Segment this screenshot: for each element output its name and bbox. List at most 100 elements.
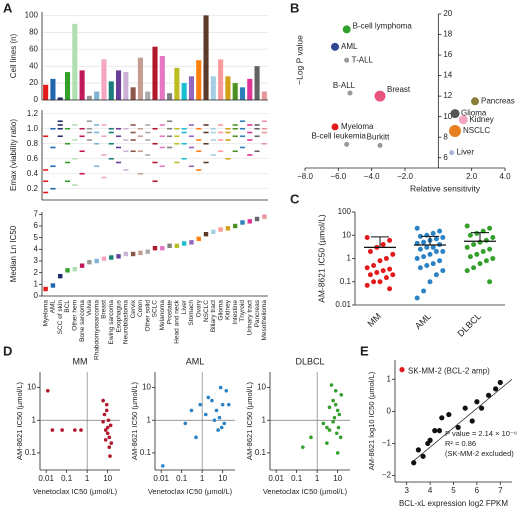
dot — [203, 231, 209, 237]
x-tick-label: Myeloma — [42, 300, 49, 327]
bar — [101, 59, 107, 100]
point — [377, 142, 383, 148]
bar — [137, 57, 143, 100]
x-tick-label: −6.0 — [330, 172, 346, 181]
x-tick-label: Colon — [137, 300, 144, 317]
point — [344, 57, 350, 63]
y-axis-label: −Log P value — [294, 35, 304, 85]
point — [432, 428, 438, 434]
point — [331, 398, 335, 403]
point — [420, 453, 426, 459]
point — [427, 437, 433, 443]
point — [387, 286, 393, 292]
dot — [211, 229, 216, 235]
bar — [174, 67, 180, 100]
bar — [181, 83, 187, 100]
point — [424, 244, 430, 250]
point — [436, 428, 443, 434]
point — [471, 242, 477, 248]
point — [487, 225, 493, 231]
point — [450, 109, 460, 119]
y-tick-label: 7 — [34, 209, 39, 218]
point — [387, 237, 393, 243]
y-tick-label: −1 — [382, 439, 392, 448]
dot — [240, 220, 245, 225]
y-tick-label: 1 — [34, 279, 39, 288]
point — [430, 261, 436, 267]
point — [106, 418, 111, 423]
point — [198, 402, 202, 407]
point — [103, 438, 108, 442]
point — [421, 288, 427, 294]
point — [218, 385, 223, 390]
point — [427, 279, 433, 285]
point — [377, 258, 383, 264]
y-tick-label: 14 — [443, 71, 452, 80]
dot — [109, 255, 114, 260]
dot — [94, 258, 99, 264]
point — [214, 408, 219, 413]
annotation: P value = 2.14 × 10⁻⁶ — [445, 429, 517, 438]
point — [437, 228, 443, 234]
y-tick-label: 10 — [257, 383, 266, 392]
point — [335, 451, 340, 455]
dot — [218, 227, 223, 232]
x-tick-label: −2.0 — [397, 172, 413, 181]
y-tick-label: 0.1 — [140, 448, 152, 457]
point — [417, 265, 423, 271]
point — [440, 235, 446, 241]
point — [464, 268, 470, 274]
bar — [152, 46, 158, 100]
x-tick-label: 1 — [200, 474, 205, 483]
point — [101, 398, 105, 403]
x-tick-label: AML — [50, 300, 57, 314]
x-axis-label: BCL-xL expression log2 FPKM — [399, 499, 508, 508]
panel-letter: B — [290, 0, 299, 15]
point — [103, 428, 108, 432]
point — [462, 405, 468, 411]
point — [414, 295, 420, 301]
point — [325, 425, 329, 430]
panel-title: AML — [186, 356, 205, 366]
point — [390, 251, 396, 257]
dot — [167, 243, 172, 249]
y-axis-label: AM-8621 IC50 (µmol/L) — [15, 381, 24, 460]
annotation: (SK-MM-2 excluded) — [445, 449, 514, 458]
point — [342, 25, 351, 34]
dot — [145, 249, 150, 254]
dot — [247, 219, 252, 224]
x-tick-label: Other hem — [72, 300, 79, 331]
bar — [210, 76, 216, 100]
y-tick-label: 0 — [34, 291, 39, 300]
point — [227, 402, 231, 407]
point — [440, 268, 446, 274]
point-label: B-cell lymphoma — [353, 22, 413, 31]
point — [104, 408, 109, 413]
x-tick-label: MM — [365, 311, 383, 329]
point-label: T-ALL — [352, 55, 374, 64]
point — [334, 431, 339, 436]
bar — [159, 56, 165, 100]
x-tick-label: Ovary — [195, 299, 202, 317]
x-tick-label: Cervix — [130, 299, 137, 318]
x-tick-label: 0.1 — [176, 474, 188, 483]
point-label: B-cell leukemia — [312, 131, 367, 140]
dot — [174, 243, 180, 249]
point — [183, 421, 188, 426]
y-tick-label: 6 — [34, 221, 39, 230]
dot — [189, 240, 194, 245]
y-axis-label: Median Ln IC50 — [9, 225, 18, 282]
bar — [94, 91, 100, 100]
y-tick-label: 0.8 — [27, 139, 39, 148]
y-tick-label: 10 — [142, 383, 151, 392]
point-label: Kidney — [469, 115, 493, 124]
point — [219, 425, 224, 430]
point — [347, 90, 353, 96]
point — [337, 412, 342, 417]
point — [108, 423, 113, 428]
point — [331, 42, 339, 51]
dot — [116, 254, 121, 259]
point — [467, 232, 473, 238]
point — [377, 279, 383, 285]
point — [105, 431, 110, 436]
